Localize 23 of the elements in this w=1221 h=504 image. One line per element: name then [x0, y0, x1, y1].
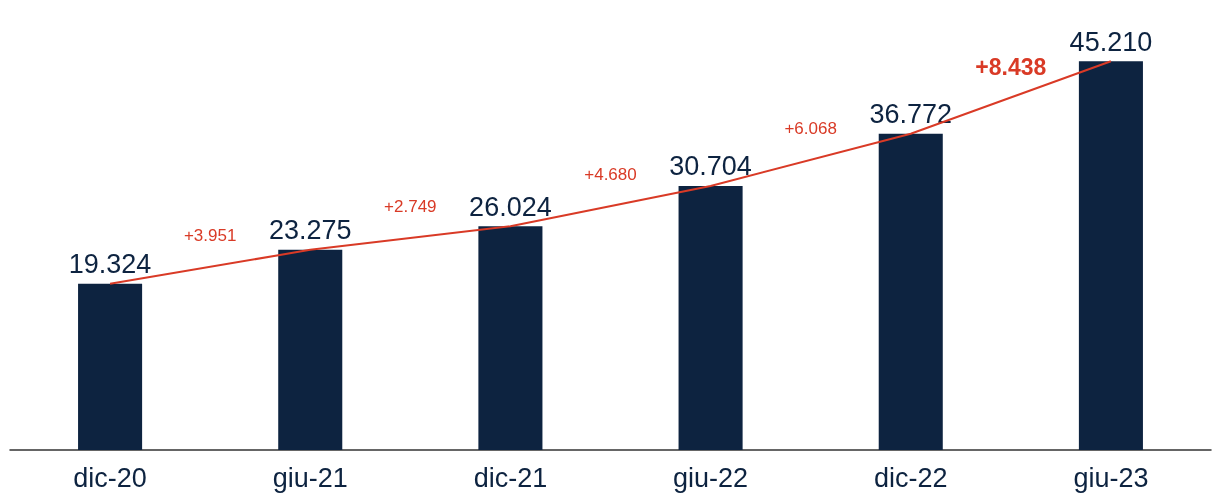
bar — [1078, 61, 1143, 450]
annotation: +4.680 — [584, 165, 637, 185]
bar — [78, 283, 143, 450]
annotation: +2.749 — [384, 197, 437, 217]
data-label: 26.024 — [469, 191, 552, 222]
data-label: 45.210 — [1069, 26, 1153, 57]
bar — [478, 226, 543, 450]
annotation: +3.951 — [183, 225, 237, 245]
x-tick-label: giu-23 — [1073, 462, 1149, 493]
data-label: 19.324 — [68, 249, 152, 280]
x-tick-label: dic-21 — [473, 462, 548, 493]
bar — [278, 249, 343, 450]
bar — [678, 185, 743, 450]
x-tick-label: giu-22 — [673, 462, 749, 493]
x-tick-label: giu-21 — [272, 462, 348, 493]
x-tick-label: dic-20 — [73, 462, 147, 493]
x-tick-label: dic-22 — [873, 462, 948, 493]
annotation: +6.068 — [784, 118, 837, 138]
data-label: 30.704 — [669, 151, 752, 182]
annotation: +8.438 — [975, 53, 1047, 80]
data-label: 23.275 — [268, 215, 352, 246]
data-label: 36.772 — [869, 99, 953, 130]
bar — [878, 133, 943, 450]
